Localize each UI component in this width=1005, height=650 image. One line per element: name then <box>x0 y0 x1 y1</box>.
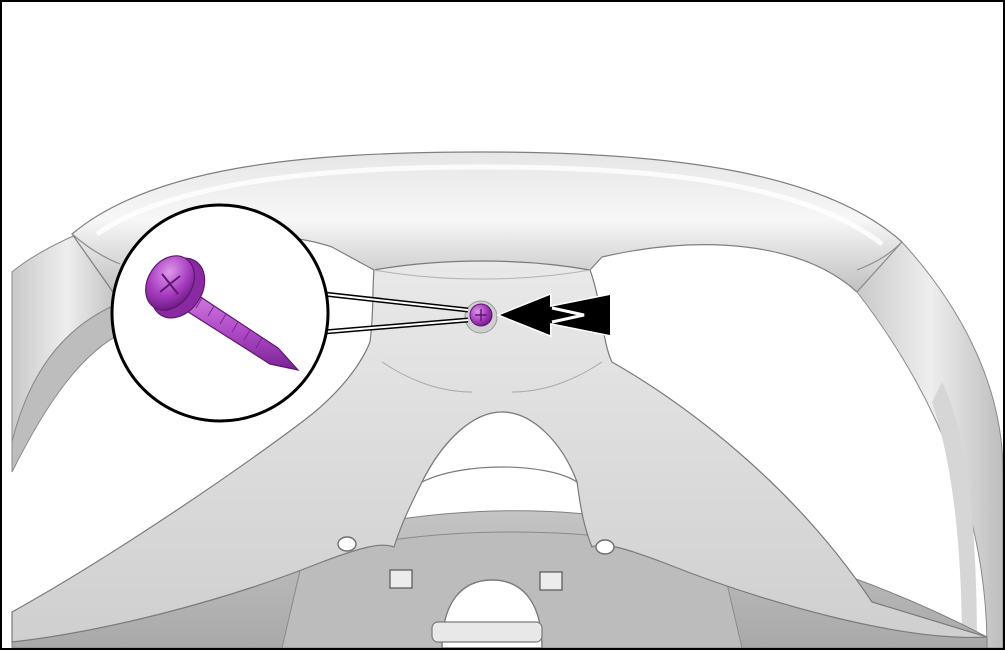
steering-wheel <box>11 151 1003 648</box>
hub-clip-left <box>389 569 413 589</box>
hub-clip-right <box>539 571 563 591</box>
double-arrow-icon <box>495 292 612 338</box>
spoke-hole-left <box>337 536 357 552</box>
installed-screw <box>464 300 498 334</box>
wheel-rim-right <box>856 241 1003 648</box>
callout-circle <box>110 203 330 423</box>
screw-icon <box>145 255 300 371</box>
spoke-hole-right <box>595 539 615 555</box>
callout-leader <box>323 291 469 335</box>
wheel-rim-top <box>71 151 903 303</box>
